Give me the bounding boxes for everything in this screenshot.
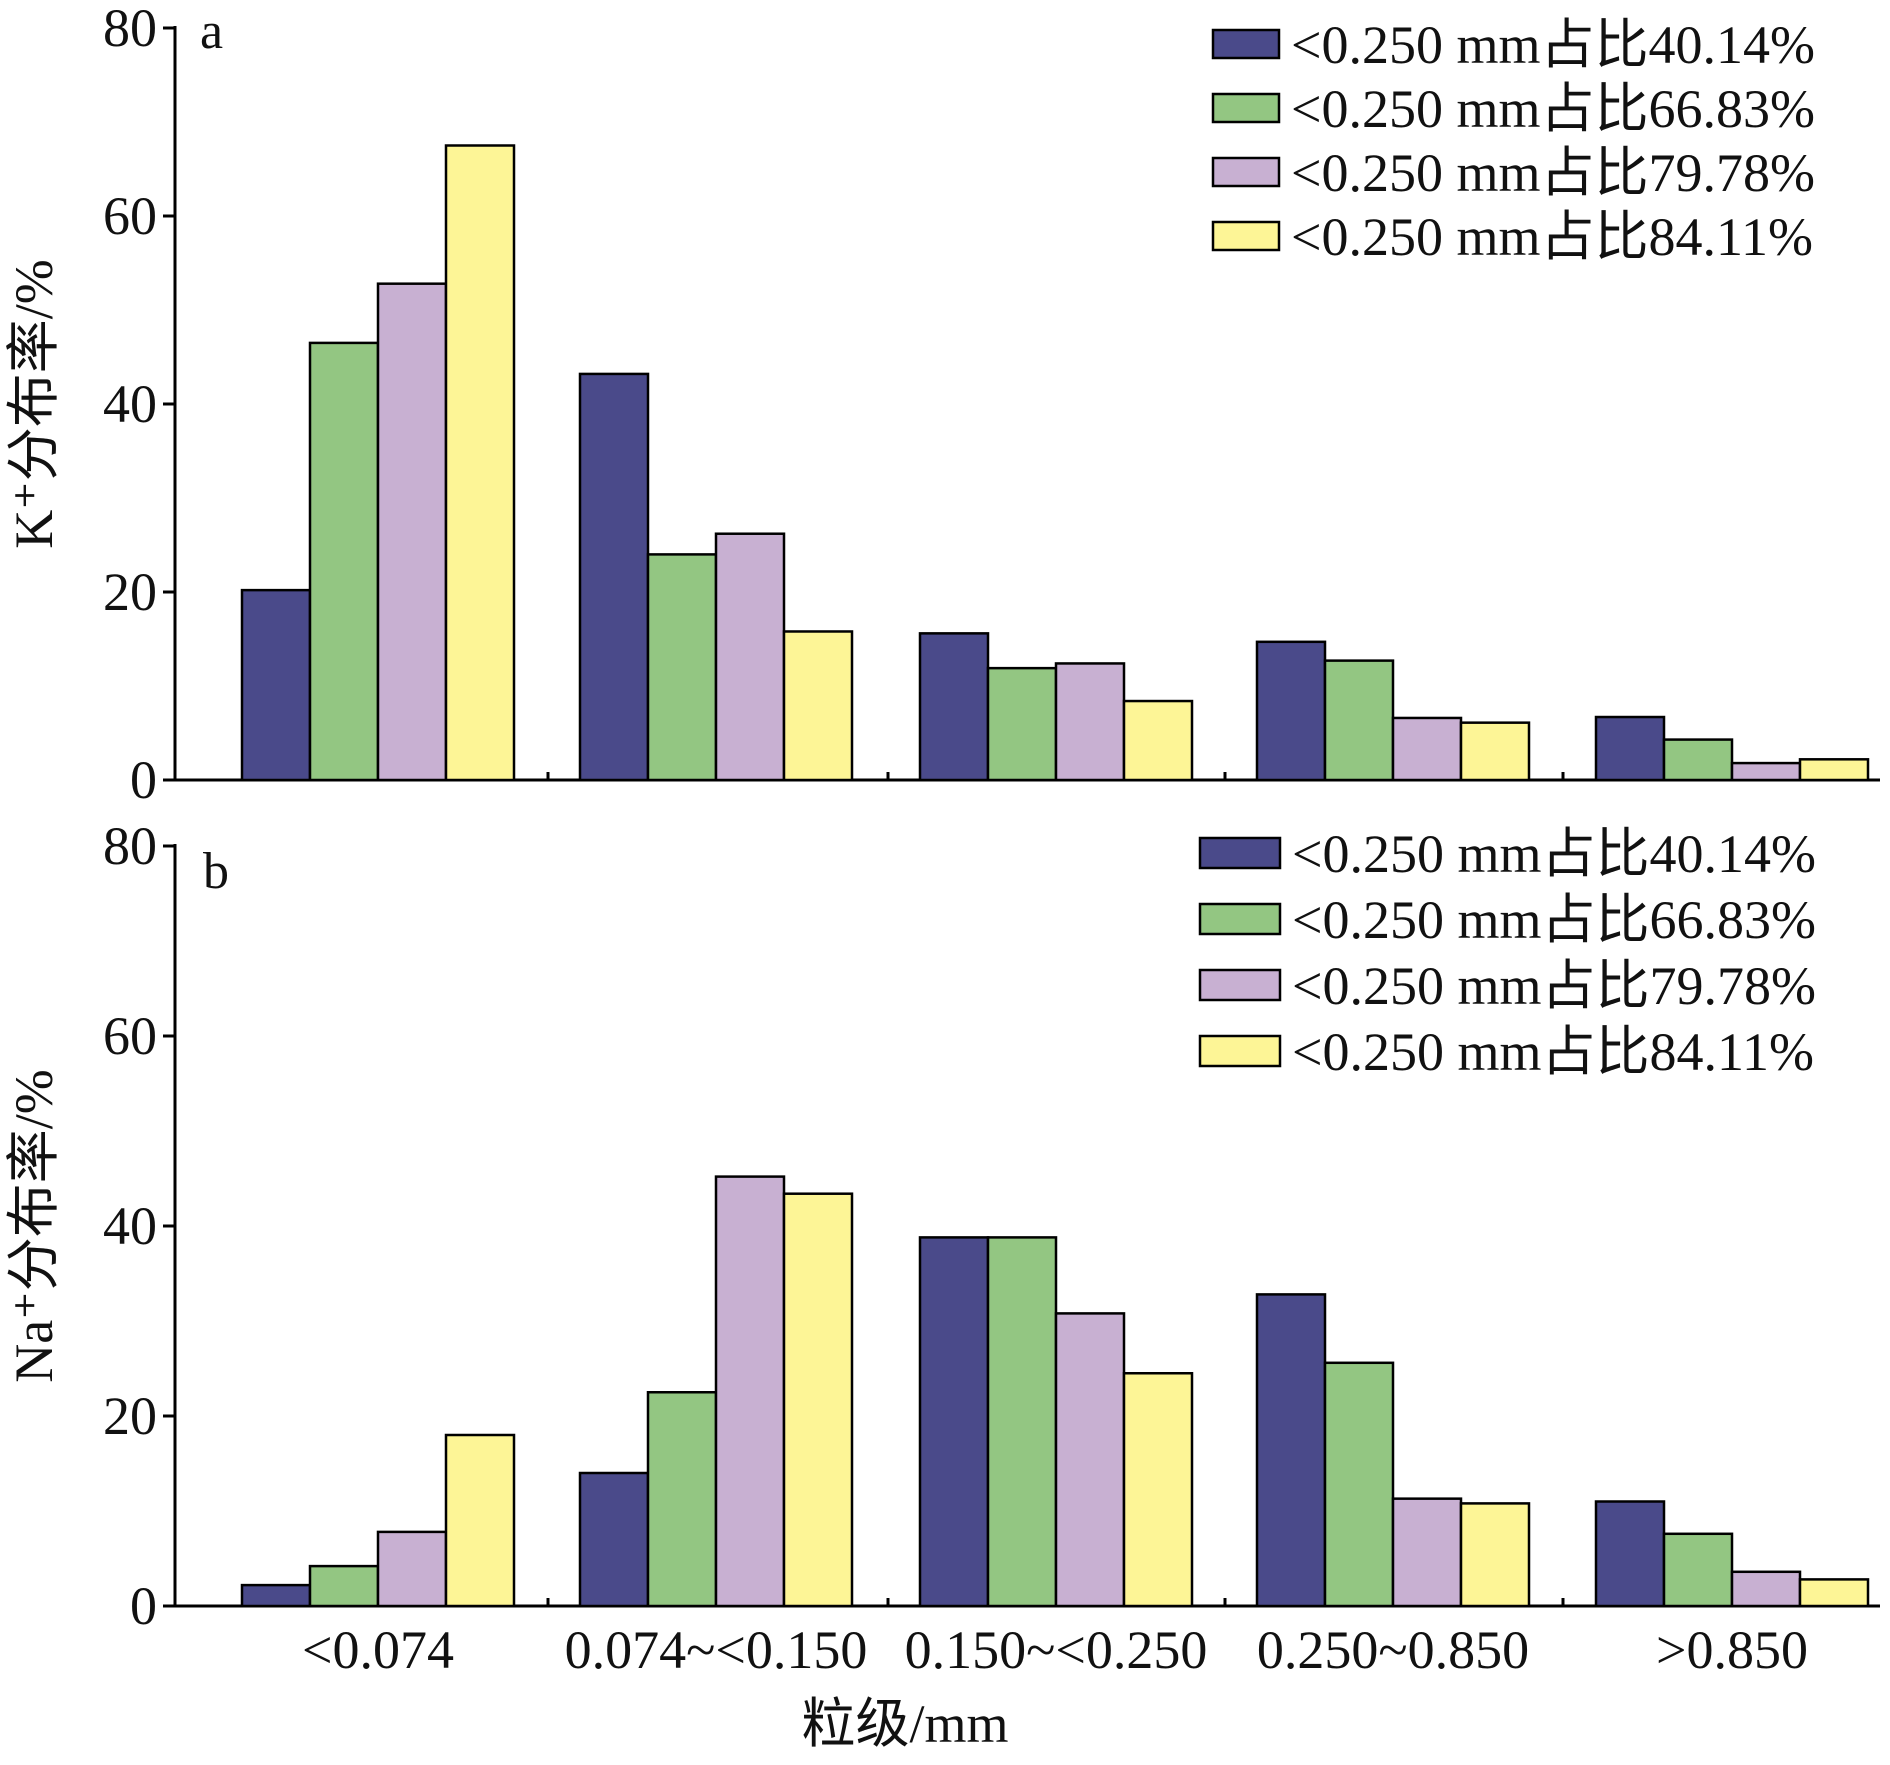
y-tick-label: 80 [103, 816, 157, 876]
bar [1798, 758, 1870, 782]
bar [1594, 1500, 1666, 1608]
legend-swatch [1211, 28, 1281, 60]
bar [646, 1391, 718, 1608]
bar [1323, 659, 1395, 782]
bar [1054, 1312, 1126, 1608]
legend-label: <0.250 mm占比66.83% [1291, 79, 1815, 139]
legend-label: <0.250 mm占比40.14% [1292, 824, 1816, 884]
bar [376, 282, 448, 782]
y-tick-label: 0 [130, 1576, 157, 1636]
y-tick-label: 80 [103, 0, 157, 58]
bar [308, 341, 380, 782]
bar [1122, 699, 1194, 782]
legend-label: <0.250 mm占比79.78% [1291, 143, 1815, 203]
bar [1391, 716, 1463, 782]
bar [1255, 640, 1327, 782]
legend-label: <0.250 mm占比84.11% [1291, 207, 1813, 267]
bar [1594, 715, 1666, 782]
legend-swatch [1198, 902, 1282, 936]
legend-label: <0.250 mm占比40.14% [1291, 15, 1815, 75]
bar [578, 1471, 650, 1608]
x-category-label: 0.150~<0.250 [905, 1620, 1208, 1680]
legend-swatch [1211, 92, 1281, 124]
bar [1255, 1293, 1327, 1608]
bar [918, 632, 990, 782]
bar [714, 532, 786, 782]
bar [782, 1192, 854, 1608]
panel-label: a [200, 3, 223, 60]
bar [240, 1583, 312, 1608]
y-tick-label: 40 [103, 1196, 157, 1256]
bar [1730, 1570, 1802, 1608]
bar [1662, 1532, 1734, 1608]
bar [782, 630, 854, 782]
bar [986, 1236, 1058, 1608]
bar [646, 553, 718, 782]
y-axis-title: K⁺分布率/% [4, 259, 64, 549]
bar [1798, 1578, 1870, 1608]
x-category-label: 0.074~<0.150 [565, 1620, 868, 1680]
bar [986, 666, 1058, 782]
bar [1730, 761, 1802, 782]
x-category-label: <0.074 [302, 1620, 454, 1680]
bar [1662, 738, 1734, 782]
y-tick-label: 20 [103, 562, 157, 622]
x-axis-title: 粒级/mm [801, 1694, 1008, 1754]
panel-label: b [203, 843, 229, 900]
bar [1122, 1372, 1194, 1608]
bar [714, 1175, 786, 1608]
legend-swatch [1198, 968, 1282, 1002]
x-category-label: >0.850 [1656, 1620, 1808, 1680]
legend-label: <0.250 mm占比84.11% [1292, 1022, 1814, 1082]
bar [1459, 1502, 1531, 1608]
legend-swatch [1211, 156, 1281, 188]
x-category-label: 0.250~0.850 [1257, 1620, 1529, 1680]
legend-swatch [1211, 220, 1281, 252]
bar [1054, 662, 1126, 782]
legend-label: <0.250 mm占比66.83% [1292, 890, 1816, 950]
bar [1391, 1497, 1463, 1608]
bar [1459, 721, 1531, 782]
y-tick-label: 60 [103, 1006, 157, 1066]
bar [578, 372, 650, 782]
bar [1323, 1361, 1395, 1608]
bar [376, 1530, 448, 1608]
y-axis-title: Na⁺分布率/% [4, 1069, 64, 1382]
bar [240, 588, 312, 782]
bar [444, 144, 516, 782]
y-tick-label: 40 [103, 374, 157, 434]
bar [918, 1236, 990, 1608]
y-tick-label: 0 [130, 750, 157, 810]
bar [308, 1564, 380, 1608]
y-tick-label: 20 [103, 1386, 157, 1446]
legend-swatch [1198, 836, 1282, 870]
legend-swatch [1198, 1034, 1282, 1068]
legend-label: <0.250 mm占比79.78% [1292, 956, 1816, 1016]
bar [444, 1433, 516, 1608]
y-tick-label: 60 [103, 186, 157, 246]
